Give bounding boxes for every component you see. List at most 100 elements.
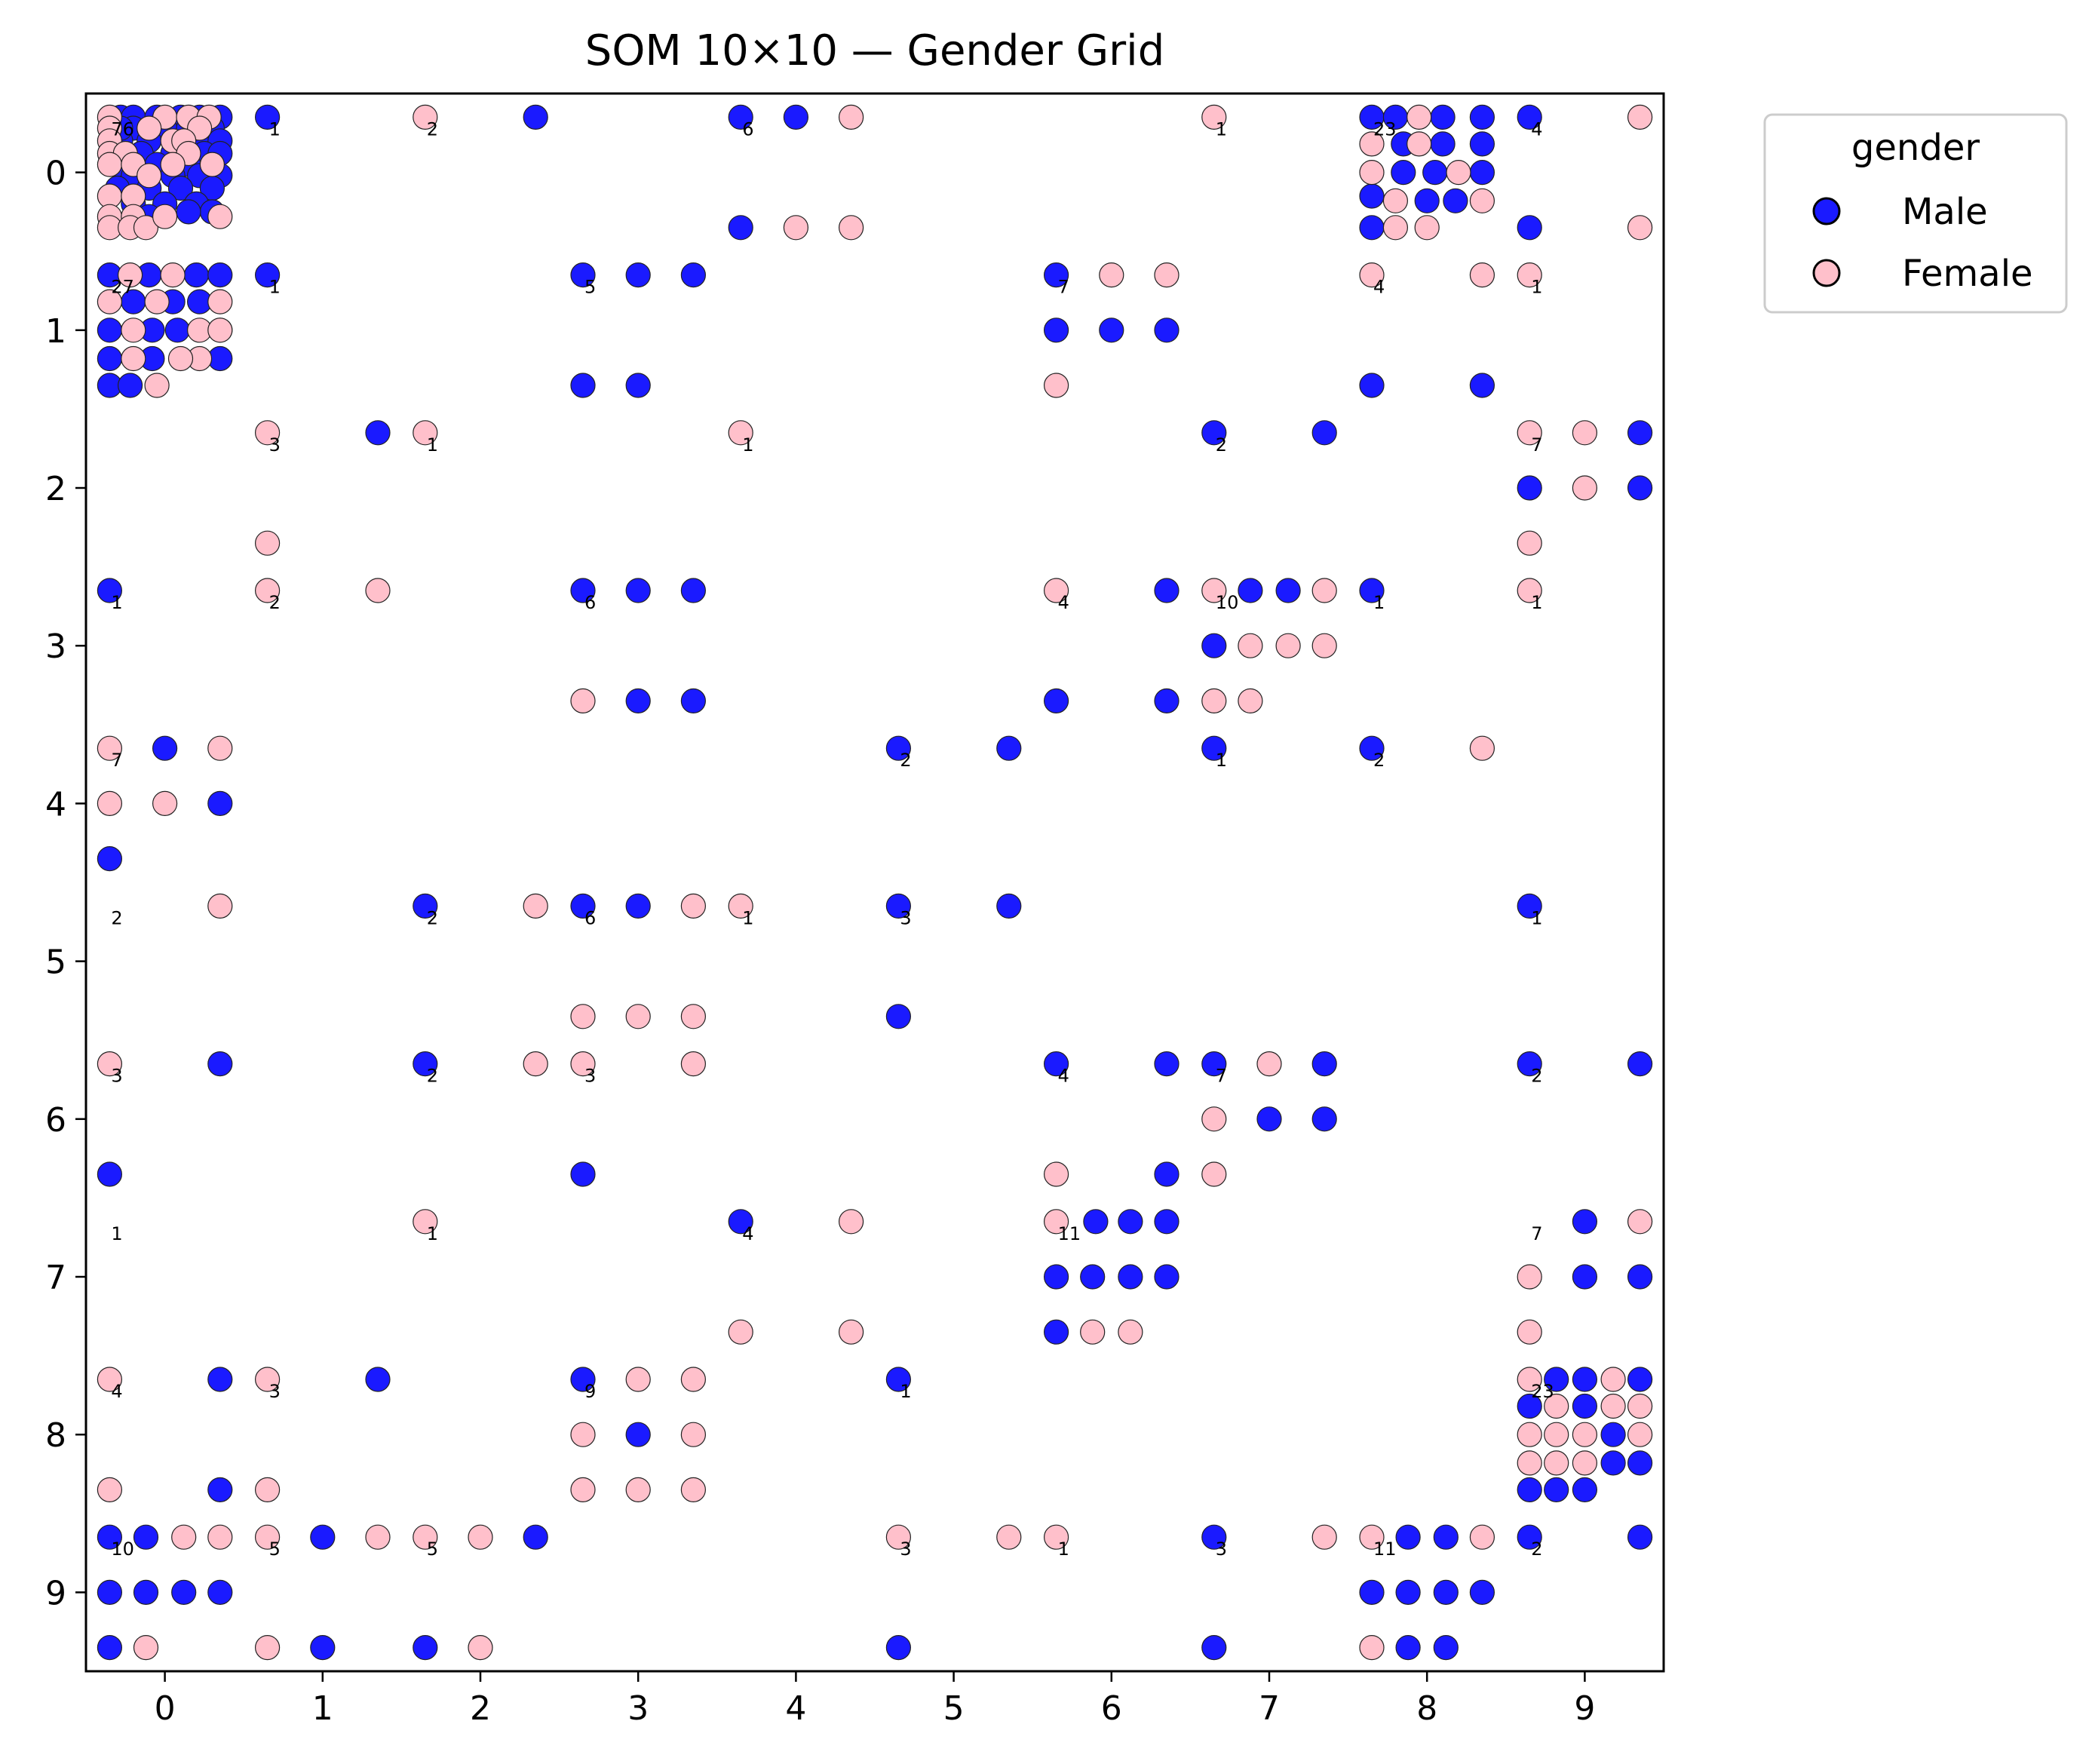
cell-count-label: 3 xyxy=(1216,1539,1227,1560)
point-female xyxy=(365,1524,391,1550)
cell-count-label: 4 xyxy=(1373,277,1385,298)
point-male xyxy=(1544,1477,1569,1503)
point-male xyxy=(118,373,143,398)
y-axis: 0 1 2 3 4 5 6 7 8 9 xyxy=(45,155,86,1612)
point-female xyxy=(523,1051,548,1077)
point-female xyxy=(413,1209,438,1235)
point-female xyxy=(680,1004,707,1029)
point-female xyxy=(1311,578,1337,603)
cell-count-label: 2 xyxy=(1373,750,1385,771)
point-male xyxy=(1311,1051,1337,1077)
x-tick-label: 9 xyxy=(1574,1689,1595,1728)
point-male xyxy=(1627,1367,1653,1392)
point-female xyxy=(1201,1106,1227,1132)
point-female xyxy=(255,1635,281,1661)
cell-count-label: 1 xyxy=(427,434,438,456)
point-female xyxy=(1238,688,1263,714)
point-female xyxy=(133,1635,159,1661)
point-male xyxy=(413,1051,438,1077)
point-female xyxy=(1406,131,1432,157)
point-female xyxy=(838,104,864,130)
point-male xyxy=(1469,1579,1495,1605)
point-female xyxy=(1517,1319,1542,1345)
point-female xyxy=(160,262,186,288)
y-tick-label: 0 xyxy=(45,155,66,193)
cell-count-label: 3 xyxy=(584,1066,596,1087)
point-male xyxy=(1359,373,1385,398)
point-male xyxy=(523,1524,548,1550)
cell-count-label: 4 xyxy=(1058,1066,1069,1087)
point-male xyxy=(625,373,651,398)
point-female xyxy=(1201,578,1227,603)
point-male xyxy=(1391,160,1416,186)
point-female xyxy=(728,1319,753,1345)
point-female xyxy=(255,420,281,446)
point-male xyxy=(1359,183,1385,209)
point-female xyxy=(1572,420,1597,446)
point-male xyxy=(570,1161,596,1187)
y-tick-label: 7 xyxy=(45,1259,66,1297)
point-male xyxy=(1201,1051,1227,1077)
cell-count-label: 1 xyxy=(1531,277,1542,298)
point-female xyxy=(1517,420,1542,446)
point-female xyxy=(1600,1393,1626,1419)
cell-count-label: 1 xyxy=(742,907,753,928)
point-male xyxy=(1118,1209,1143,1235)
y-tick-label: 3 xyxy=(45,627,66,666)
cell-count-label: 1 xyxy=(742,434,753,456)
point-female xyxy=(255,530,281,556)
cell-count-label: 27 xyxy=(111,277,134,298)
cell-count-label: 76 xyxy=(111,118,134,140)
x-tick-label: 4 xyxy=(785,1689,806,1728)
point-male xyxy=(310,1524,336,1550)
point-male xyxy=(1359,735,1385,761)
point-male xyxy=(1627,1264,1653,1290)
point-male xyxy=(625,893,651,919)
point-male xyxy=(1422,160,1448,186)
point-male xyxy=(1469,104,1495,130)
point-female xyxy=(1517,1422,1542,1447)
point-female xyxy=(1627,215,1653,241)
point-female xyxy=(570,1477,596,1503)
point-female xyxy=(570,1422,596,1447)
cell-count-label: 10 xyxy=(1216,592,1239,613)
point-male xyxy=(1627,1524,1653,1550)
point-female xyxy=(1517,1367,1542,1392)
point-female xyxy=(1627,1422,1653,1447)
cell-count-label: 2 xyxy=(1216,434,1227,456)
point-female xyxy=(121,345,146,372)
point-female xyxy=(137,115,162,141)
point-male xyxy=(1154,1161,1179,1187)
legend-marker-female xyxy=(1812,259,1841,287)
cell-count-label: 2 xyxy=(427,1066,438,1087)
point-female xyxy=(1099,262,1124,288)
point-male xyxy=(680,688,707,714)
point-male xyxy=(680,262,707,288)
legend[interactable]: gender Male Female xyxy=(1763,113,2068,314)
point-female xyxy=(680,893,707,919)
point-male xyxy=(728,1209,753,1235)
point-male xyxy=(1517,215,1542,241)
point-male xyxy=(1118,1264,1143,1290)
point-male xyxy=(523,104,548,130)
legend-title: gender xyxy=(1851,127,1980,169)
point-female xyxy=(1118,1319,1143,1345)
point-female xyxy=(207,893,233,919)
point-male xyxy=(97,1579,122,1605)
cell-count-label: 2 xyxy=(900,750,911,771)
point-male xyxy=(1517,1477,1542,1503)
point-male xyxy=(1154,688,1179,714)
point-male xyxy=(625,578,651,603)
point-female xyxy=(838,215,864,241)
cell-count-label: 3 xyxy=(269,434,281,456)
point-female xyxy=(625,1004,651,1029)
cell-count-label: 7 xyxy=(1531,434,1542,456)
point-female xyxy=(1154,262,1179,288)
point-male xyxy=(1443,188,1468,213)
cell-count-label: 2 xyxy=(111,907,122,928)
point-male xyxy=(255,104,281,130)
x-axis: 0 1 2 3 4 5 6 7 8 9 xyxy=(155,1671,1595,1728)
point-female xyxy=(1572,475,1597,501)
point-male xyxy=(413,1635,438,1661)
cell-count-label: 9 xyxy=(584,1381,596,1402)
